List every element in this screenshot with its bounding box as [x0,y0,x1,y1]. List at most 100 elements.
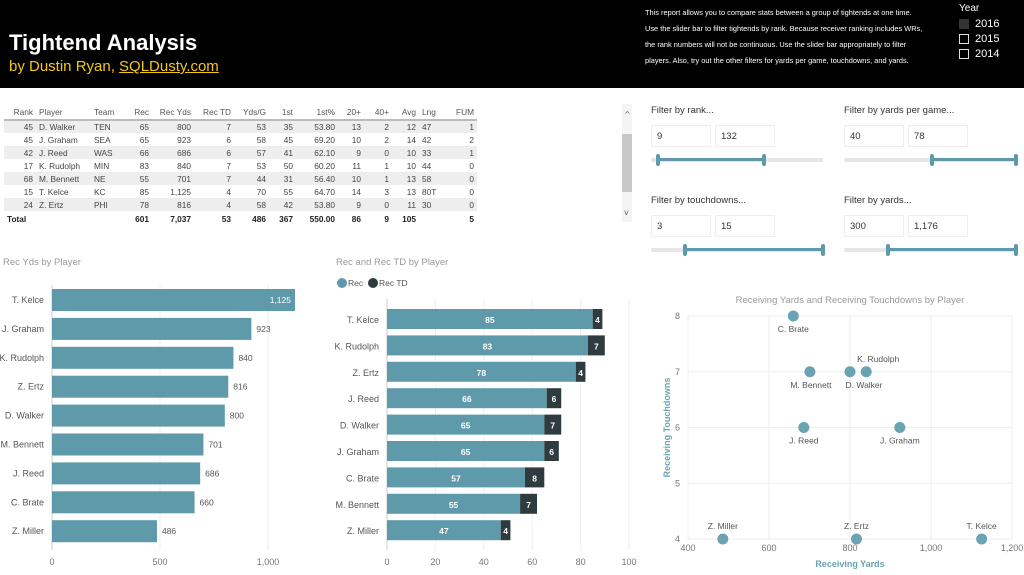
filter-max-input[interactable]: 132 [715,125,775,147]
data-label: 686 [205,468,219,478]
bar [52,317,252,340]
desc-line: Use the slider bar to filter tightends b… [645,24,923,33]
data-label: 816 [233,382,247,392]
point-label: Z. Ertz [844,521,869,531]
table-row[interactable]: 24 Z. Ertz PHI 78 816 4 58 42 53.80 9 0 11 30 0 [4,198,477,211]
data-point [860,366,872,378]
year-option[interactable]: 2016 [959,18,999,30]
table-row[interactable]: 15 T. Kelce KC 85 1,125 4 70 55 64.70 14 3 13 80T 0 [4,185,477,198]
point-label: J. Graham [880,436,920,446]
slider-min-handle[interactable] [930,154,935,166]
slider-max-handle[interactable] [1014,244,1018,256]
column-header[interactable]: 1st% [296,104,338,121]
table-row[interactable]: 42 J. Reed WAS 66 686 6 57 41 62.10 9 0 10 33 1 [4,146,477,159]
table-cell: 7 [226,160,231,171]
column-header[interactable]: 1st [269,104,296,121]
table-cell: SEA [94,134,111,145]
filter-min-input[interactable]: 9 [651,125,711,147]
x-tick-label: 40 [479,557,489,567]
column-header[interactable]: Rec TD [194,104,234,121]
table-cell: 53.80 [296,198,338,211]
table-cell: 0 [447,198,477,211]
table-cell: 53 [234,120,269,133]
bar-rec [387,388,547,409]
slider-track[interactable] [844,244,1018,256]
column-header[interactable]: 40+ [364,104,392,121]
year-label: 2015 [975,33,1000,45]
table-cell: 4 [226,186,231,197]
table-cell: 58 [419,172,447,185]
table-cell: 4 [194,198,234,211]
author: by Dustin Ryan, [9,58,120,75]
table-row[interactable]: 45 J. Graham SEA 65 923 6 58 45 69.20 10 2 14 42 2 [4,133,477,146]
column-header[interactable]: FUM [447,104,477,121]
year-label: 2014 [975,48,1000,60]
column-header[interactable]: Rank [4,104,36,121]
slider-track[interactable] [651,154,823,166]
column-header[interactable]: Avg [392,104,419,121]
y-tick-label: 6 [675,423,680,433]
data-label-rec: 47 [439,526,449,536]
table-cell: 14 [351,186,361,197]
slider-min-handle[interactable] [885,244,890,256]
table-row[interactable]: 45 D. Walker TEN 65 800 7 53 35 53.80 13 2 12 47 1 [4,120,477,133]
x-tick-label: 1,000 [257,557,280,567]
data-label-rec: 85 [485,315,495,325]
point-label: Z. Miller [708,521,738,531]
year-slicer-title: Year [959,3,980,14]
bar [52,462,201,485]
data-label-rec: 65 [461,447,471,457]
table-cell: 10 [338,172,364,185]
table-row[interactable]: 17 K. Rudolph MIN 83 840 7 53 50 60.20 11 1 10 44 0 [4,159,477,172]
data-label-rec: 55 [449,500,459,510]
slider-min-handle[interactable] [683,244,688,256]
data-point [717,533,729,545]
slider-track[interactable] [651,244,825,256]
column-header[interactable]: Rec [124,104,152,121]
column-header[interactable]: Rec Yds [152,104,194,121]
sqldusty-link[interactable]: SQLDusty.com [119,58,219,75]
table-cell: 70 [256,186,266,197]
x-tick-label: 0 [49,557,54,567]
year-label: 2016 [975,18,1000,30]
byline: by Dustin Ryan, SQLDusty.com [9,58,219,75]
slider-max-handle[interactable] [821,244,825,256]
filter-min-input[interactable]: 40 [844,125,904,147]
table-cell: 10 [392,146,419,159]
filter-min-input[interactable]: 3 [651,215,711,237]
data-label: 1,125 [270,295,292,305]
table-cell: 816 [152,198,194,211]
checkbox[interactable] [959,19,969,29]
checkbox[interactable] [959,34,969,44]
column-header[interactable]: Player [36,104,91,121]
scrollbar-thumb[interactable] [622,134,632,192]
slider-max-handle[interactable] [762,154,767,166]
slider-min-handle[interactable] [655,154,660,166]
legend-rec-label: Rec [348,278,364,288]
bar-rectd [546,388,562,409]
slider-max-handle[interactable] [1014,154,1018,166]
slider-track[interactable] [844,154,1018,166]
column-header[interactable]: 20+ [338,104,364,121]
column-header[interactable]: Lng [419,104,447,121]
checkbox[interactable] [959,49,969,59]
table-cell: 78 [124,198,152,211]
category-label: Z. Miller [347,526,379,536]
column-header[interactable]: Yds/G [234,104,269,121]
year-option[interactable]: 2015 [959,33,999,45]
filter-max-input[interactable]: 78 [908,125,968,147]
table-cell: 45 [23,134,33,145]
data-point [787,310,799,322]
category-label: T. Kelce [12,295,44,305]
bar-rectd [544,441,559,461]
year-option[interactable]: 2014 [959,48,999,60]
scroll-down-icon[interactable]: v [624,208,629,217]
table-cell: 1,125 [170,186,191,197]
column-header[interactable]: Team [91,104,124,121]
filter-max-input[interactable]: 15 [715,215,775,237]
filter-min-input[interactable]: 300 [844,215,904,237]
filter-max-input[interactable]: 1,176 [908,215,968,237]
scroll-up-icon[interactable]: ^ [624,110,631,119]
table-cell: 83 [139,160,149,171]
table-row[interactable]: 68 M. Bennett NE 55 701 7 44 31 56.40 10 1 13 58 0 [4,172,477,185]
